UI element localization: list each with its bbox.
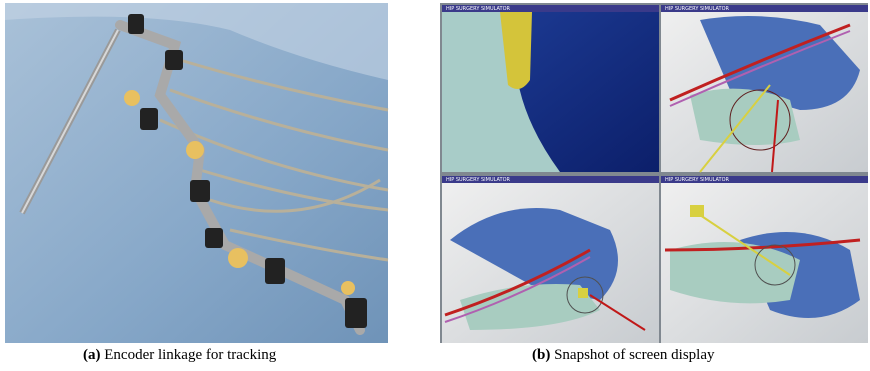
caption-text: Snapshot of screen display [554,347,714,363]
photo-encoder-linkage [5,3,388,343]
caption-label: (a) [83,347,101,363]
window-title: HIP SURGERY SIMULATOR [665,6,730,12]
window-title: HIP SURGERY SIMULATOR [665,177,730,183]
window-title: HIP SURGERY SIMULATOR [446,6,511,12]
window-title: HIP SURGERY SIMULATOR [446,177,511,183]
caption-text: Encoder linkage for tracking [104,347,276,363]
caption: (b) Snapshot of screen display [532,347,714,364]
caption: (a) Encoder linkage for tracking [83,347,276,364]
screen-display: HIP SURGERY SIMULATOR HIP SURGERY SIMULA… [440,3,868,343]
figure-images: HIP SURGERY SIMULATOR HIP SURGERY SIMULA… [0,0,870,345]
figure: HIP SURGERY SIMULATOR HIP SURGERY SIMULA… [0,0,870,371]
caption-label: (b) [532,347,550,363]
